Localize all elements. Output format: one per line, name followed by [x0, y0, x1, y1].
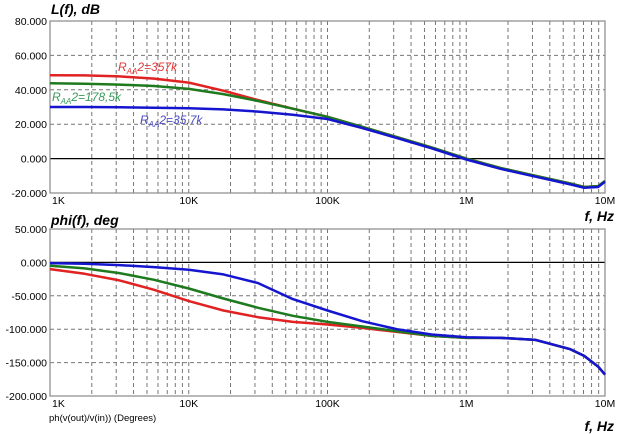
x-tick-label: 1K — [52, 195, 65, 207]
legend-label-357k: RAA2=357k — [118, 60, 178, 76]
y-tick-label: 0.000 — [21, 154, 47, 166]
legend-label-178-5k: RAA2=178,5k — [52, 90, 122, 106]
series-line-raa2-35-7k — [50, 105, 606, 190]
x-tick-label: 1M — [459, 195, 474, 207]
series-line-raa2-35-7k — [49, 261, 606, 376]
y-tick-label: -50.000 — [11, 291, 47, 303]
x-tick-label: 10K — [179, 195, 198, 207]
magnitude-xlabel: f, Hz — [584, 208, 614, 224]
phase-title: phi(f), deg — [50, 212, 119, 228]
x-tick-label: 100K — [315, 195, 340, 207]
y-tick-label: -200.000 — [6, 391, 48, 403]
plot-frame — [49, 228, 606, 397]
x-tick-label: 100K — [315, 398, 340, 410]
y-tick-label: -100.000 — [6, 324, 48, 336]
y-tick-label: -150.000 — [6, 358, 48, 370]
x-tick-label: 10M — [595, 398, 615, 410]
y-tick-label: 40.000 — [15, 85, 47, 97]
phase-footer: ph(v(out)/v(in)) (Degrees) — [49, 413, 156, 424]
x-tick-label: 10K — [179, 398, 198, 410]
y-tick-label: 60.000 — [15, 50, 47, 62]
x-tick-label: 1K — [52, 398, 65, 410]
grid — [50, 229, 605, 396]
y-tick-label: -20.000 — [11, 188, 47, 200]
legend-label-35-7k: RAA2=35,7k — [140, 113, 203, 129]
magnitude-title: L(f), dB — [51, 1, 100, 17]
y-tick-label: 50.000 — [15, 224, 47, 236]
y-tick-label: 80.000 — [15, 16, 47, 28]
phase-panel: phi(f), deg f, Hz ph(v(out)/v(in)) (Degr… — [6, 212, 616, 434]
y-tick-label: 20.000 — [15, 119, 47, 131]
magnitude-panel: L(f), dB f, Hz RAA2=357k RAA2=178,5k RAA… — [11, 1, 615, 224]
x-tick-label: 10M — [595, 195, 615, 207]
y-tick-label: 0.000 — [21, 257, 47, 269]
phase-xlabel: f, Hz — [584, 418, 614, 434]
x-tick-label: 1M — [459, 398, 474, 410]
